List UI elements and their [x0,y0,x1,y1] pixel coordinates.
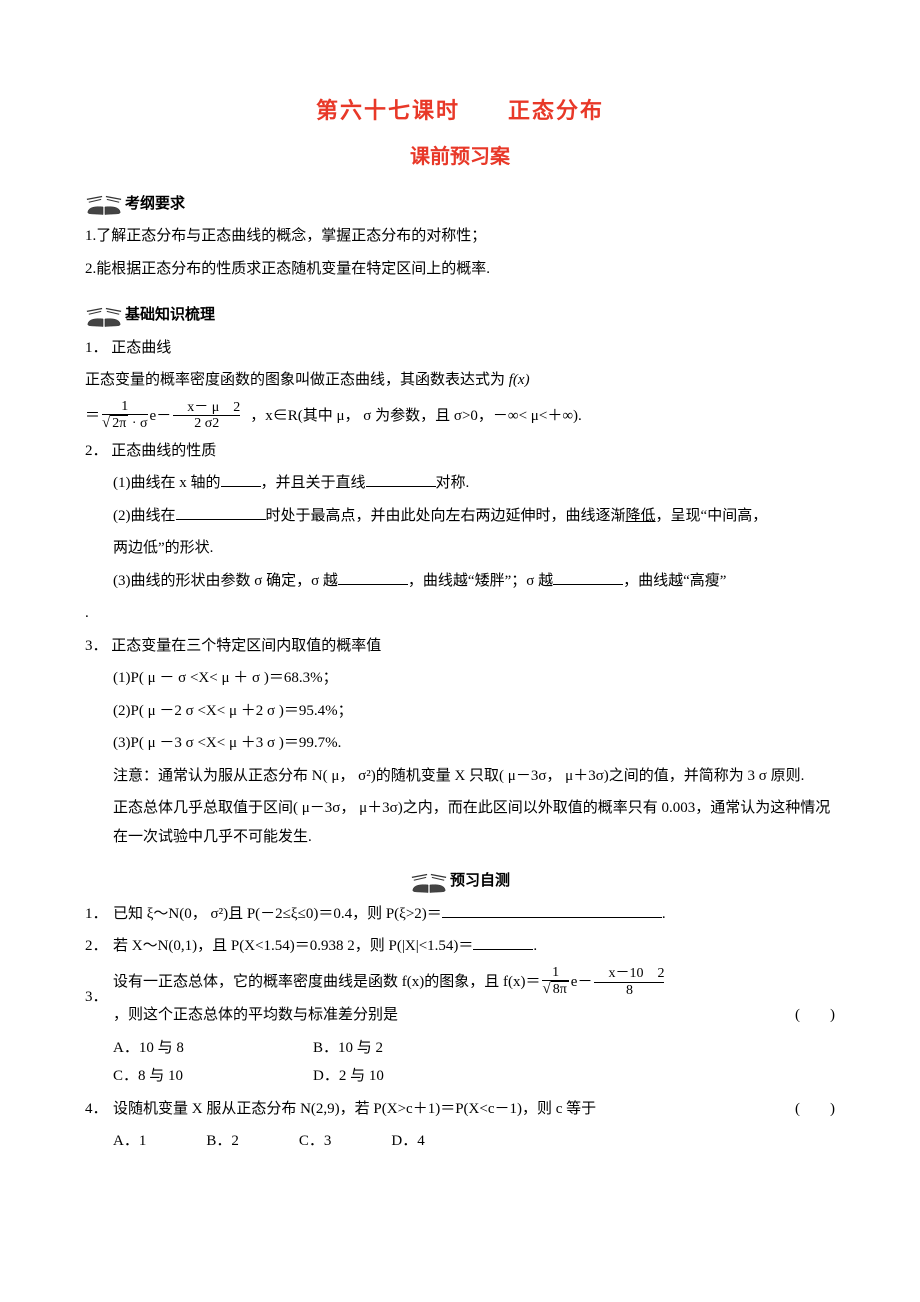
question-3: 3． 设有一正态总体，它的概率密度曲线是函数 f(x)的图象，且 f(x)＝ 1… [85,965,835,1030]
item3-sub3: (3)P( μ －3 σ <X< μ ＋3 σ )＝99.7%. [85,729,835,758]
item3-sub2: (2)P( μ －2 σ <X< μ ＋2 σ )＝95.4%； [85,697,835,726]
item3-title: 正态变量在三个特定区间内取值的概率值 [111,638,381,654]
i2s1c: 对称. [436,475,470,491]
section-exam-requirements-header: 考纲要求 [85,190,835,219]
q2-num: 2． [85,932,113,961]
xmu: x－ μ [187,400,219,415]
basics-label: 基础知识梳理 [125,301,215,330]
item2-sub3-dot: . [85,599,835,628]
q3-top1: 1 [542,965,568,980]
basics-item-2: 2． 正态曲线的性质 [85,437,835,466]
blank [442,902,662,918]
q3-num: 3． [85,983,113,1012]
i2s2u: 降低 [626,508,656,524]
i2s2b: 时处于最高点，并由此处向左右两边延伸时，曲线逐渐 [266,508,626,524]
i2s3c: ，曲线越“高瘦” [623,573,726,589]
fx-symbol: f(x) [509,372,530,388]
item2-sub2: (2)曲线在 时处于最高点，并由此处向左右两边延伸时，曲线逐渐降低，呈现“中间高， [85,502,835,531]
item1-num: 1． [85,340,108,356]
question-1: 1． 已知 ξ～N(0， σ²)且 P(－2≤ξ≤0)＝0.4，则 P(ξ>2)… [85,900,835,929]
q3-choice-b: B．10 与 2 [313,1034,513,1063]
open-book-icon [85,306,123,330]
section-preview-header: 预习自测 [85,867,835,896]
item2-sub2-cont: 两边低”的形状. [85,534,835,563]
exam-req-item-1: 1.了解正态分布与正态曲线的概念，掌握正态分布的对称性； [85,222,835,251]
item2-num: 2． [85,443,108,459]
q1-num: 1． [85,900,113,929]
q2-body-a: 若 X～N(0,1)，且 P(X<1.54)＝0.938 2，则 P(|X|<1… [113,938,473,954]
q1-body-b: . [662,906,666,922]
open-book-icon [410,872,448,896]
question-2: 2． 若 X～N(0,1)，且 P(X<1.54)＝0.938 2，则 P(|X… [85,932,835,961]
q3-choice-d: D．2 与 10 [313,1062,513,1091]
q3-choice-c: C．8 与 10 [113,1062,313,1091]
exponent-frac: x－ μ 2 2 σ2 [173,400,240,432]
q3-body-a: 设有一正态总体，它的概率密度曲线是函数 f(x)的图象，且 f(x)＝ [113,968,540,997]
q3-exp-num: x－10 [608,966,643,981]
item3-num: 3． [85,638,108,654]
exam-req-item-2: 2.能根据正态分布的性质求正态随机变量在特定区间上的概率. [85,255,835,284]
i2s3a: (3)曲线的形状由参数 σ 确定，σ 越 [113,573,338,589]
item1-title: 正态曲线 [111,340,171,356]
formula-tail: ，x∈R(其中 μ， σ 为参数，且 σ>0，－∞< μ<＋∞). [250,402,582,431]
sq: 2 [233,400,240,415]
item3-sub1: (1)P( μ － σ <X< μ ＋ σ )＝68.3%； [85,664,835,693]
blank [553,569,623,585]
i2s2c: ，呈现“中间高， [656,508,768,524]
q3-choices-row1: A．10 与 8 B．10 与 2 [85,1034,835,1063]
eq-prefix: ＝ [85,402,100,431]
e-minus: e－ [150,402,172,431]
blank [366,471,436,487]
blank [338,569,408,585]
sqrt-2pi: 2π [110,415,128,433]
q3-e: e－ [571,968,593,997]
lesson-subtitle: 课前预习案 [85,138,835,176]
blank [473,934,533,950]
question-4: 4． 设随机变量 X 服从正态分布 N(2,9)，若 P(X>c＋1)＝P(X<… [85,1095,835,1124]
q3-exp-den: 8 [594,982,664,998]
open-book-icon [85,194,123,218]
blank [176,504,266,520]
lesson-title: 第六十七课时 正态分布 [85,90,835,132]
basics-item-3: 3． 正态变量在三个特定区间内取值的概率值 [85,632,835,661]
q3-choices-row2: C．8 与 10 D．2 与 10 [85,1062,835,1091]
dot-sigma: · σ [128,416,147,431]
q3-sqrt: 8π [551,981,569,999]
q4-num: 4． [85,1095,113,1124]
item1-desc: 正态变量的概率密度函数的图象叫做正态曲线，其函数表达式为 f(x) [85,366,835,395]
i2s1a: (1)曲线在 x 轴的 [113,475,221,491]
q4-choice-c: C．3 [299,1127,332,1156]
density-formula: ＝ 1 2π · σ e－ x－ μ 2 2 σ2 ，x∈R(其中 μ， σ 为… [85,399,835,433]
q4-paren: ( ) [795,1095,835,1124]
basics-item-1: 1． 正态曲线 [85,334,835,363]
den-2sig2: 2 σ2 [173,415,240,431]
frac-1-over-sqrt2pi-sigma: 1 2π · σ [102,399,148,433]
q3-exp-sq: 2 [657,966,664,981]
exam-req-label: 考纲要求 [125,190,185,219]
item3-note2: 正态总体几乎总取值于区间( μ－3σ， μ＋3σ)之内，而在此区间以外取值的概率… [85,794,835,851]
i2s1b: ，并且关于直线 [261,475,366,491]
q3-paren: ( ) [795,1001,835,1030]
item2-sub3: (3)曲线的形状由参数 σ 确定，σ 越 ，曲线越“矮胖”；σ 越 ，曲线越“高瘦” [85,567,835,596]
item3-note1: 注意：通常认为服从正态分布 N( μ， σ²)的随机变量 X 只取( μ－3σ，… [85,762,835,791]
section-basics-header: 基础知识梳理 [85,301,835,330]
q4-body: 设随机变量 X 服从正态分布 N(2,9)，若 P(X>c＋1)＝P(X<c－1… [113,1101,596,1117]
q3-body-b: ，则这个正态总体的平均数与标准差分别是 [113,1001,398,1030]
q4-choice-b: B．2 [206,1127,239,1156]
q2-body-b: . [533,938,537,954]
item2-sub1: (1)曲线在 x 轴的 ，并且关于直线 对称. [85,469,835,498]
q3-exp-frac: x－10 2 8 [594,966,664,998]
preview-label: 预习自测 [450,867,510,896]
blank [221,471,261,487]
q3-frac1: 1 8π [542,965,568,999]
q4-choices: A．1 B．2 C．3 D．4 [85,1127,835,1156]
item2-title: 正态曲线的性质 [111,443,216,459]
q4-choice-d: D．4 [391,1127,424,1156]
i2s3b: ，曲线越“矮胖”；σ 越 [408,573,553,589]
q4-choice-a: A．1 [113,1127,146,1156]
q3-choice-a: A．10 与 8 [113,1034,313,1063]
item1-line1: 正态变量的概率密度函数的图象叫做正态曲线，其函数表达式为 [85,372,509,388]
q1-body-a: 已知 ξ～N(0， σ²)且 P(－2≤ξ≤0)＝0.4，则 P(ξ>2)＝ [113,906,442,922]
i2s2a: (2)曲线在 [113,508,176,524]
